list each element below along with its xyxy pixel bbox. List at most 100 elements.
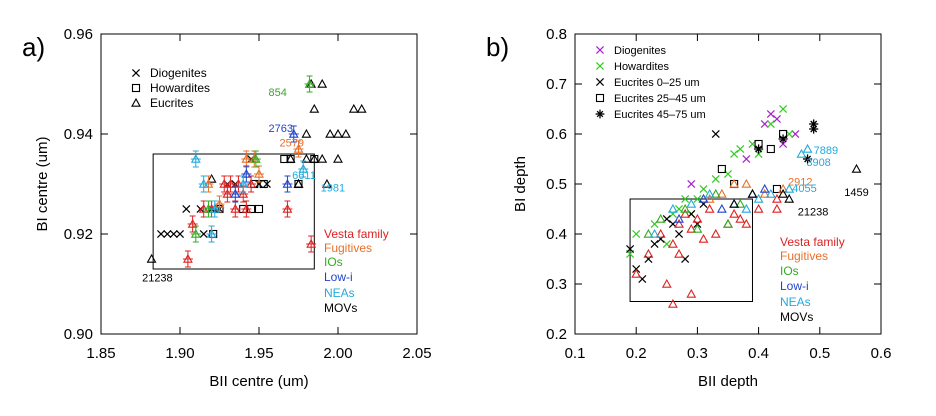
b-legend-symbol-0 (595, 45, 605, 55)
b-point-howardites-16 (766, 119, 775, 129)
b-point-eucrites-0-25-um-0 (626, 244, 635, 254)
b-point-vesta-family-3 (667, 238, 678, 248)
panel-b-legend-marker-eucrites-45-75 (595, 109, 605, 119)
b-point-ios-5 (723, 218, 733, 228)
b-point-fugitives-0 (704, 193, 715, 203)
panel-b-legend-label-eucrites-25-45: Eucrites 25–45 um (614, 93, 706, 105)
b-y-tick-label-5: 0.7 (546, 76, 567, 93)
b-point-howardites-13 (736, 144, 745, 154)
b-legend-symbol-4 (595, 109, 605, 119)
b-y-tick-label-6: 0.8 (546, 26, 567, 43)
b-series-ios (643, 188, 746, 238)
panel-b-legend-neas: NEAs (780, 295, 811, 309)
b-point-eucrites-25-45-um-0 (717, 164, 726, 174)
panel-a-legend-ios: IOs (324, 255, 343, 269)
b-point-eucrites-45-75-um-0 (754, 144, 764, 154)
b-point-neas-5 (741, 203, 752, 213)
b-point-vesta-family-20 (674, 248, 684, 258)
panel-a-legend-marker-eucrites (131, 97, 141, 107)
b-point-neas-1 (667, 203, 678, 213)
panel-b-legend-marker-eucrites-25-45 (595, 93, 605, 103)
b-point-howardites-9 (699, 184, 708, 194)
b-point-eucrites-45-75-um-4 (809, 124, 819, 134)
b-point-vesta-family-0 (631, 268, 642, 278)
panel-a-legend-neas: NEAs (324, 286, 355, 300)
a-point-vesta-family-12 (282, 200, 293, 218)
b-point-vesta-family-7 (692, 213, 703, 223)
a-x-tick-label-2: 1.95 (244, 345, 273, 362)
a-point-ios-0 (190, 225, 201, 243)
b-point-low-i-1 (698, 193, 709, 203)
a-series-ios (190, 75, 315, 243)
a-point-neas-0 (190, 150, 201, 168)
a-point-eucrites-9 (348, 103, 359, 113)
panel-a-marker-legend: Diogenites Howardites Eucrites (131, 66, 210, 110)
panel-b-legend-label-diogenites: Diogenites (614, 45, 666, 57)
b-point-movs-0 (729, 198, 740, 208)
a-point-fugitives-1 (214, 195, 225, 213)
a-point-eucrites-17 (293, 178, 304, 188)
b-point-fugitives-4 (759, 188, 770, 198)
panel-a-legend-movs: MOVs (324, 301, 357, 315)
b-series-neas (649, 143, 813, 238)
panel-b-legend-fugitives: Fugitives (780, 249, 828, 263)
b-point-vesta-family-5 (680, 208, 691, 218)
b-y-tick-label-1: 0.3 (546, 276, 567, 293)
a-point-eucrites-5 (309, 103, 320, 113)
a-y-tick-label-1: 0.92 (64, 226, 93, 243)
b-point-eucrites-25-45-um-3 (766, 144, 775, 154)
a-point-eucrites-15 (301, 153, 312, 163)
panel-a-label: a) (22, 32, 45, 62)
a-series-vesta-family (182, 175, 317, 268)
b-point-neas-3 (704, 188, 715, 198)
a-point-ios-3 (304, 75, 315, 93)
a-point-eucrites-11 (301, 128, 312, 138)
panel-b-group-legend: Vesta family Fugitives IOs Low-i NEAs MO… (780, 235, 845, 324)
a-point-neas-4 (238, 175, 249, 193)
a-point-ios-2 (250, 150, 261, 168)
panel-a: a) 1.85 1.90 1.95 2.00 2.05 0.90 0.92 0.94 0.96… (22, 26, 432, 390)
b-x-tick-label-2: 0.3 (687, 345, 708, 362)
panel-b-data-marks (626, 104, 862, 308)
b-point-eucrites-45-75-um-1 (778, 134, 788, 144)
panel-a-region-box (152, 153, 315, 270)
a-point-eucrites-7 (333, 128, 343, 138)
a-point-eucrites-12 (317, 153, 328, 163)
panel-b-label: b) (486, 32, 509, 62)
panel-a-x-axis-label: BII centre (um) (209, 373, 308, 390)
panel-b-legend-label-eucrites-0-25: Eucrites 0–25 um (614, 77, 700, 89)
b-point-vesta-family-2 (655, 228, 666, 238)
a-legend-symbol-0 (131, 68, 141, 78)
b-legend-symbol-1 (595, 61, 605, 71)
a-legend-symbol-1 (131, 83, 141, 93)
panel-b-x-ticks: 0.1 0.2 0.3 0.4 0.5 0.6 (565, 34, 891, 362)
b-series-movs (729, 163, 862, 208)
a-point-fugitives-4 (254, 165, 264, 183)
b-annotation-7889: 7889 (814, 145, 838, 157)
a-point-vesta-family-5 (222, 185, 233, 203)
b-point-fugitives-5 (778, 183, 789, 193)
panel-b-legend-ios: IOs (780, 264, 799, 278)
a-point-vesta-family-0 (182, 250, 193, 268)
b-point-diogenites-0 (687, 179, 696, 189)
b-point-howardites-12 (730, 149, 739, 159)
b-point-movs-2 (778, 188, 789, 198)
panel-a-legend-label-diogenites: Diogenites (150, 66, 207, 80)
b-point-low-i-2 (716, 203, 727, 213)
panel-a-legend-label-howardites: Howardites (150, 81, 210, 95)
b-x-tick-label-3: 0.4 (748, 345, 769, 362)
b-point-low-i-0 (674, 213, 684, 223)
b-series-eucrites-25-45-um (717, 129, 788, 194)
b-x-tick-label-1: 0.2 (626, 345, 647, 362)
a-point-fugitives-5 (293, 140, 304, 158)
b-y-tick-label-4: 0.6 (546, 126, 567, 143)
panel-b-y-ticks: 0.2 0.3 0.4 0.5 0.6 0.7 0.8 (546, 26, 881, 343)
b-point-howardites-6 (681, 194, 690, 204)
panel-a-legend-fugitives: Fugitives (324, 241, 372, 255)
b-point-eucrites-0-25-um-13 (711, 129, 720, 139)
a-point-low-i-0 (230, 185, 241, 203)
b-point-diogenites-1 (742, 154, 751, 164)
b-point-diogenites-6 (791, 129, 800, 139)
b-point-ios-3 (692, 223, 703, 233)
